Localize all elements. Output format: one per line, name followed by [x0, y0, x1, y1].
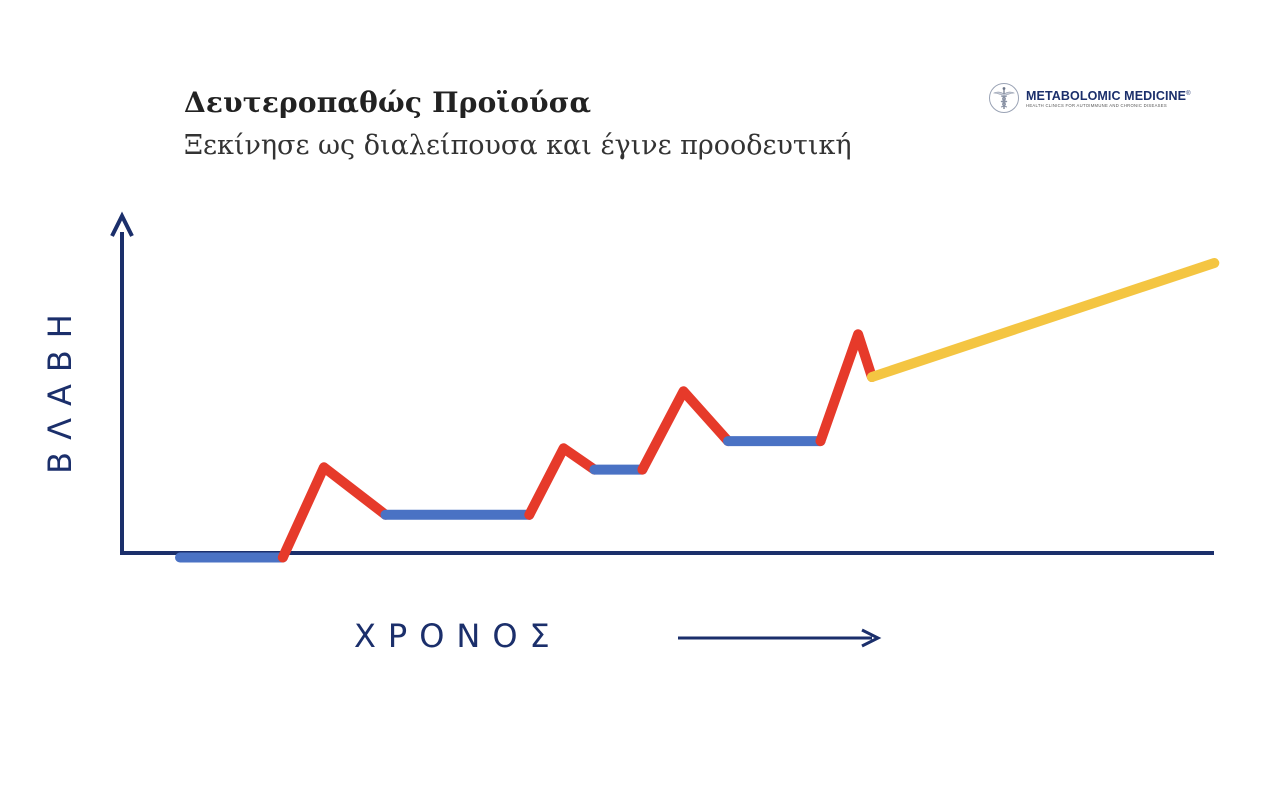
y-axis-label: ΒΛΑΒΗ — [41, 302, 79, 474]
logo-text: METABOLOMIC MEDICINE® HEALTH CLINICS FOR… — [1026, 87, 1191, 109]
progression-segment-9 — [866, 258, 1220, 382]
diagram-subtitle: Ξεκίνησε ως διαλείπουσα και έγινε προοδε… — [184, 130, 852, 161]
brand-logo: METABOLOMIC MEDICINE® HEALTH CLINICS FOR… — [988, 80, 1218, 116]
caduceus-icon — [989, 83, 1019, 113]
x-axis-label: ΧΡΟΝΟΣ — [354, 617, 562, 655]
relapse-segment-2 — [277, 462, 391, 563]
relapse-segment-4 — [524, 443, 600, 520]
axes — [110, 211, 1214, 648]
logo-name: METABOLOMIC MEDICINE® — [1026, 89, 1191, 104]
relapse-segment-6 — [637, 386, 733, 475]
diagram-title: Δευτεροπαθώς Προϊούσα — [184, 86, 592, 119]
time-arrow-head — [861, 628, 882, 648]
course-line — [175, 258, 1220, 563]
relapse-segment-8 — [815, 329, 877, 447]
logo-tagline: HEALTH CLINICS FOR AUTOIMMUNE AND CHRONI… — [1026, 103, 1167, 109]
y-axis-arrowhead — [110, 211, 134, 237]
